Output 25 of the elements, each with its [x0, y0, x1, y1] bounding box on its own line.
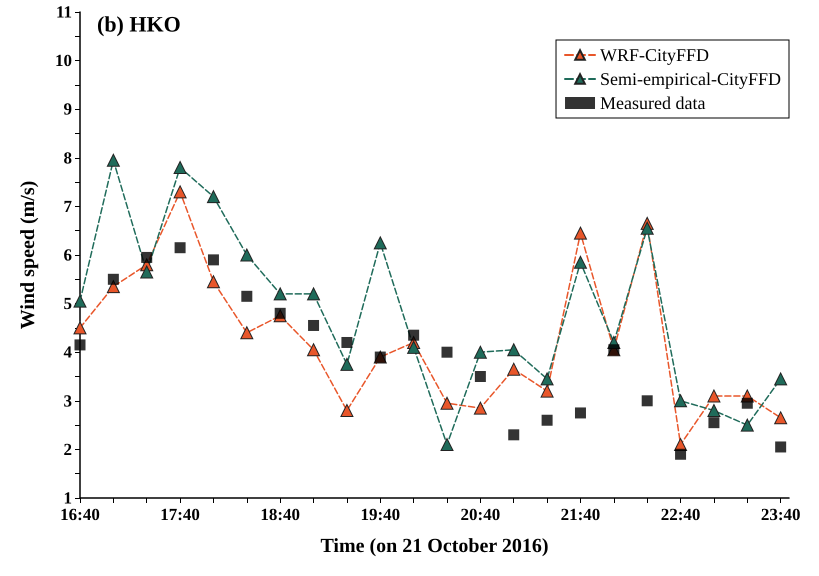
x-tick-label: 16:40 [60, 505, 100, 524]
x-tick-label: 17:40 [160, 505, 200, 524]
legend-label: Measured data [600, 93, 706, 113]
x-tick-label: 22:40 [660, 505, 700, 524]
y-tick-label: 2 [64, 440, 72, 459]
legend-label: Semi-empirical-CityFFD [600, 69, 781, 89]
x-axis-title: Time (on 21 October 2016) [320, 535, 549, 557]
y-axis-title: Wind speed (m/s) [17, 180, 39, 330]
y-tick-label: 6 [64, 246, 72, 264]
y-tick-label: 4 [64, 342, 72, 362]
y-tick-label: 3 [64, 391, 72, 410]
chart-title: (b) HKO [97, 12, 181, 36]
x-tick-label: 21:40 [560, 505, 600, 524]
legend-label: WRF-CityFFD [600, 45, 710, 65]
x-tick-label: 23:40 [760, 505, 800, 524]
y-tick-label: 11 [56, 2, 72, 22]
x-tick-label: 20:40 [460, 505, 500, 524]
x-tick-label: 19:40 [360, 505, 400, 524]
y-tick-label: 7 [64, 196, 72, 216]
y-tick-label: 10 [55, 51, 72, 70]
y-tick-label: 5 [64, 294, 72, 314]
y-tick-label: 8 [64, 148, 72, 168]
y-tick-label: 1 [64, 488, 72, 508]
y-tick-label: 9 [64, 100, 72, 119]
x-tick-label: 18:40 [260, 505, 300, 524]
